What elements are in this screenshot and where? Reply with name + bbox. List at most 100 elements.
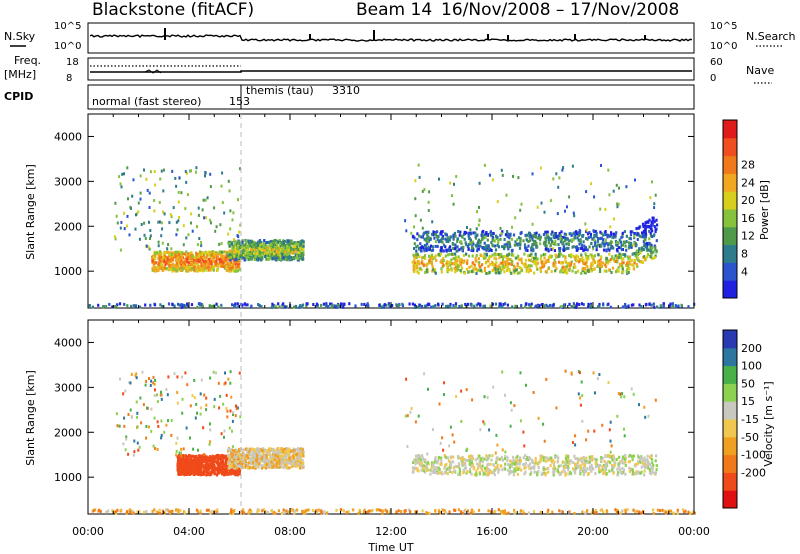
echo-cell (530, 234, 533, 238)
echo-cell (534, 256, 537, 260)
echo-cell (228, 267, 231, 271)
echo-cell (578, 242, 581, 246)
echo-cell (203, 251, 206, 255)
echo-cell (281, 257, 284, 261)
echo-cell (262, 451, 265, 455)
echo-cell (184, 170, 187, 173)
echo-cell (488, 270, 491, 274)
echo-cell (656, 223, 659, 227)
echo-cell (488, 262, 492, 266)
echo-cell (567, 246, 570, 250)
echo-cell (578, 228, 581, 232)
echo-cell (454, 243, 457, 247)
echo-cell (433, 236, 436, 240)
echo-cell (509, 232, 512, 236)
echo-cell (454, 261, 457, 265)
echo-cell (282, 241, 285, 245)
echo-cell (242, 457, 245, 461)
echo-cell (235, 468, 238, 472)
echo-cell (221, 258, 224, 262)
echo-cell (259, 454, 262, 458)
echo-cell (278, 254, 282, 258)
echo-cell (501, 267, 505, 271)
echo-cell (647, 224, 650, 228)
echo-cell (458, 248, 461, 252)
echo-cell (558, 253, 561, 256)
echo-cell (222, 261, 225, 265)
echo-cell (615, 270, 618, 274)
echo-cell (592, 245, 595, 249)
echo-cell (603, 244, 606, 248)
echo-cell (285, 244, 288, 248)
echo-cell (297, 254, 300, 258)
echo-cell (148, 206, 151, 209)
echo-cell (481, 236, 484, 240)
echo-cell (238, 447, 241, 451)
echo-cell (481, 234, 484, 238)
echo-cell (524, 262, 527, 266)
echo-cell (163, 168, 165, 172)
echo-cell (239, 167, 241, 171)
echo-cell (499, 233, 502, 237)
echo-cell (231, 303, 234, 307)
echo-cell (229, 256, 232, 259)
echo-cell (224, 266, 227, 270)
echo-cell (183, 252, 186, 256)
echo-cell (427, 254, 431, 258)
echo-cell (245, 454, 249, 458)
echo-cell (469, 238, 472, 242)
echo-cell (516, 271, 519, 275)
echo-cell (560, 230, 563, 234)
echo-cell (632, 243, 635, 247)
echo-cell (653, 305, 656, 309)
echo-cell (633, 241, 636, 245)
echo-cell (230, 253, 233, 257)
echo-cell (216, 456, 219, 459)
echo-cell (162, 210, 165, 214)
echo-cell (680, 303, 683, 307)
echo-cell (479, 241, 482, 245)
echo-cell (251, 450, 254, 454)
echo-cell (256, 255, 259, 259)
echo-cell (441, 240, 444, 244)
echo-cell (508, 267, 511, 271)
echo-cell (442, 259, 445, 262)
echo-cell (234, 248, 237, 251)
echo-cell (462, 245, 465, 249)
echo-cell (585, 469, 588, 473)
echo-cell (638, 234, 641, 237)
echo-cell (228, 448, 231, 452)
echo-cell (192, 265, 195, 269)
echo-cell (203, 471, 206, 475)
echo-cell (464, 241, 467, 245)
echo-cell (531, 236, 534, 240)
echo-cell (622, 261, 625, 265)
echo-cell (632, 264, 635, 268)
echo-cell (502, 264, 505, 268)
echo-cell (616, 244, 619, 247)
echo-cell (552, 247, 555, 251)
echo-cell (486, 238, 489, 242)
echo-cell (471, 254, 474, 258)
echo-cell (165, 257, 168, 261)
echo-cell (145, 177, 148, 181)
echo-cell (467, 234, 470, 238)
echo-cell (483, 252, 486, 256)
echo-cell (483, 163, 486, 167)
echo-cell (292, 456, 295, 459)
echo-cell (177, 455, 180, 459)
echo-cell (269, 463, 272, 467)
echo-cell (233, 254, 236, 258)
echo-cell (656, 305, 659, 309)
echo-cell (575, 305, 578, 309)
echo-cell (119, 226, 122, 230)
echo-cell (457, 230, 460, 233)
echo-cell (531, 222, 534, 226)
echo-cell (473, 304, 476, 308)
echo-cell (441, 261, 444, 265)
echo-cell (102, 305, 105, 309)
echo-cell (248, 450, 251, 454)
echo-cell (276, 249, 279, 253)
echo-cell (434, 271, 437, 275)
echo-cell (288, 243, 291, 247)
